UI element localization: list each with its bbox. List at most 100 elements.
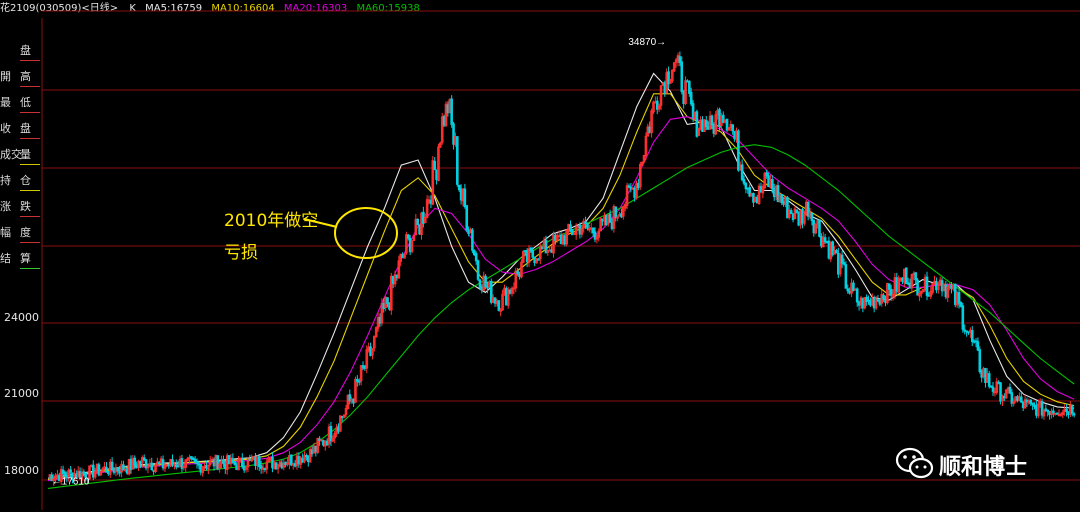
quote-field: 成交量 <box>0 140 40 165</box>
candle-body <box>629 187 633 190</box>
candle-body <box>403 253 406 259</box>
candle-body <box>346 394 350 410</box>
candle-body <box>706 125 710 130</box>
candle-body <box>755 196 759 204</box>
candle-body <box>589 227 593 230</box>
candle-body <box>146 466 150 469</box>
candle-body <box>865 296 868 302</box>
candle-body <box>69 469 72 473</box>
candle-body <box>771 178 774 190</box>
candle-body <box>393 274 397 285</box>
candle-body <box>586 223 589 229</box>
candle-body <box>912 273 916 276</box>
candle-body <box>1065 408 1068 412</box>
candle-body <box>133 457 137 466</box>
candle-body <box>167 464 171 467</box>
chart-grid <box>41 10 1080 510</box>
candle-body <box>105 467 108 473</box>
candle-body <box>878 299 882 305</box>
candle-body <box>331 438 335 442</box>
candle-body <box>356 378 359 382</box>
candle-body <box>525 250 529 263</box>
candle-body <box>199 463 203 473</box>
candle-body <box>373 335 376 349</box>
candle-body <box>869 300 872 306</box>
candle-body <box>1023 399 1027 409</box>
candle-body <box>984 367 987 383</box>
candle-body <box>927 294 931 297</box>
candle-body <box>742 179 746 184</box>
quote-field-label: 幅 <box>0 226 11 239</box>
candle-body <box>565 230 569 245</box>
candle-body <box>395 275 399 278</box>
candle-body <box>190 456 193 459</box>
quote-field-label: 最 <box>0 96 11 109</box>
candle-body <box>429 200 433 204</box>
candle-body <box>478 279 482 288</box>
candle-body <box>493 297 497 304</box>
candle-body <box>380 302 384 324</box>
candle-body <box>537 258 540 261</box>
candle-body <box>284 461 287 466</box>
candle-body <box>471 229 474 251</box>
candle-body <box>112 469 116 473</box>
candle-body <box>207 464 210 470</box>
candle-body <box>886 283 889 304</box>
candle-body <box>423 216 427 223</box>
candle-body <box>265 461 269 470</box>
quote-field-separator <box>20 112 40 113</box>
candle-body <box>908 282 912 289</box>
candle-body <box>876 299 880 302</box>
quote-field: 收盘 <box>0 114 40 139</box>
candle-body <box>935 281 938 291</box>
candle-body <box>544 239 548 254</box>
candle-body <box>789 210 793 215</box>
candle-body <box>122 464 125 471</box>
candle-body <box>689 91 693 105</box>
candle-body <box>1029 399 1033 404</box>
candle-body <box>1052 410 1055 414</box>
candle-body <box>910 273 914 289</box>
candle-body <box>959 302 963 307</box>
candle-body <box>431 160 435 205</box>
candle-body <box>442 115 446 126</box>
candle-body <box>678 56 682 63</box>
candle-body <box>499 309 502 312</box>
candle-body <box>637 182 640 188</box>
candle-body <box>906 282 910 285</box>
candle-body <box>580 228 584 235</box>
candle-body <box>397 260 401 279</box>
candle-body <box>571 228 574 236</box>
quote-field-label: 算 <box>20 252 31 265</box>
candle-body <box>718 109 721 127</box>
quote-field-separator <box>20 138 40 139</box>
candle-body <box>437 146 440 181</box>
candle-body <box>416 218 420 226</box>
candle-body <box>953 283 957 305</box>
candle-body <box>638 164 642 188</box>
candle-body <box>80 472 84 480</box>
candle-body <box>316 437 320 453</box>
candle-body <box>669 79 672 84</box>
quote-field-label: 结 <box>0 252 11 265</box>
candle-body <box>993 391 997 394</box>
candle-body <box>691 103 695 118</box>
wechat-icon <box>895 447 934 479</box>
candle-body <box>227 455 231 465</box>
candle-body <box>307 455 310 463</box>
candle-body <box>838 254 842 275</box>
candle-body <box>731 124 735 132</box>
candle-body <box>303 455 306 462</box>
candle-body <box>157 461 161 464</box>
candle-body <box>550 249 553 253</box>
candle-body <box>497 300 501 311</box>
candle-body <box>597 230 601 238</box>
candle-body <box>616 216 619 219</box>
candle-body <box>1036 403 1040 417</box>
candle-body <box>827 240 831 259</box>
candle-body <box>688 80 691 94</box>
candle-body <box>737 130 740 171</box>
candle-body <box>522 251 525 263</box>
high-price-label: 34870→ <box>628 37 666 48</box>
